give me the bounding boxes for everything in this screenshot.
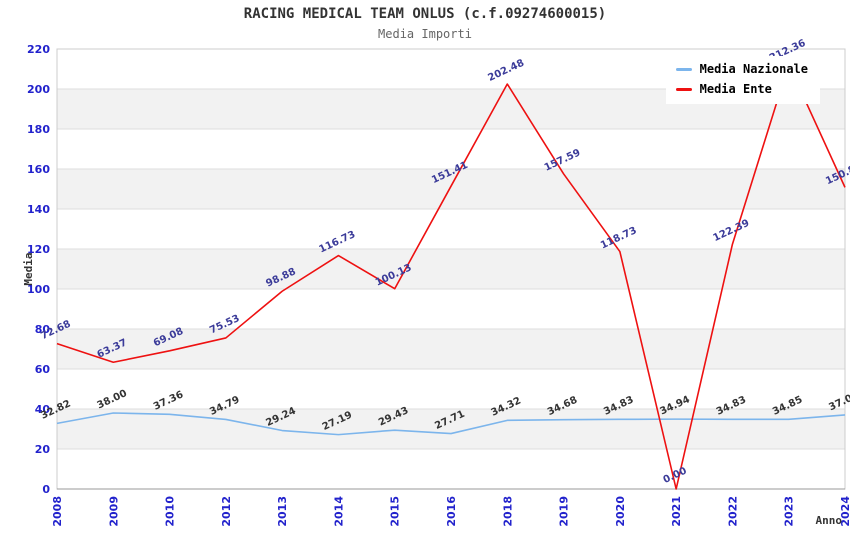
data-label: 122.39 (712, 218, 752, 244)
x-tick-label: 2016 (445, 496, 458, 527)
x-tick-label: 2019 (558, 496, 571, 527)
x-tick-label: 2020 (614, 496, 627, 527)
legend-marker-line-icon (675, 87, 692, 91)
x-tick-label: 2024 (839, 496, 850, 527)
y-axis-title: Media (22, 252, 36, 286)
y-tick-label: 120 (27, 243, 50, 256)
y-tick-label: 160 (27, 163, 50, 176)
x-tick-label: 2023 (783, 496, 796, 527)
legend-marker-line-icon (675, 67, 692, 71)
plot-band (57, 329, 845, 369)
legend-item-media-ente[interactable]: Media Ente (675, 82, 808, 96)
x-tick-label: 2008 (51, 496, 64, 527)
legend-item-media-nazionale[interactable]: Media Nazionale (675, 62, 808, 76)
legend-label: Media Ente (699, 82, 772, 96)
chart-subtitle: Media Importi (378, 27, 472, 41)
x-tick-label: 2015 (389, 496, 402, 527)
data-label: 37.05 (827, 390, 850, 413)
series-line-media-nazionale[interactable] (56, 412, 846, 436)
plot-band (57, 169, 845, 209)
legend-label: Media Nazionale (699, 62, 808, 76)
y-tick-label: 0 (42, 483, 50, 496)
data-label: 202.48 (486, 58, 526, 84)
legend: Media Nazionale Media Ente (665, 56, 820, 104)
data-label: 38.00 (96, 388, 129, 411)
x-tick-label: 2010 (164, 496, 177, 527)
y-tick-label: 200 (27, 83, 50, 96)
y-tick-label: 180 (27, 123, 50, 136)
chart-title: RACING MEDICAL TEAM ONLUS (c.f.092746000… (243, 6, 607, 22)
y-tick-label: 100 (27, 283, 50, 296)
x-tick-label: 2012 (220, 496, 233, 527)
x-tick-label: 2022 (726, 496, 739, 527)
y-tick-label: 140 (27, 203, 50, 216)
plot-band (57, 249, 845, 289)
x-tick-label: 2013 (276, 496, 289, 527)
x-tick-label: 2018 (501, 496, 514, 527)
series-line-media-ente[interactable] (56, 63, 846, 490)
y-tick-label: 220 (27, 43, 50, 56)
x-tick-label: 2009 (107, 496, 120, 527)
y-tick-label: 20 (35, 443, 51, 456)
y-tick-label: 80 (35, 323, 51, 336)
y-tick-label: 60 (35, 363, 51, 376)
x-tick-label: 2014 (332, 496, 345, 527)
x-tick-label: 2021 (670, 496, 683, 527)
data-label: 118.73 (599, 225, 639, 251)
x-axis-title: Anno (815, 514, 843, 527)
y-tick-label: 40 (35, 403, 51, 416)
